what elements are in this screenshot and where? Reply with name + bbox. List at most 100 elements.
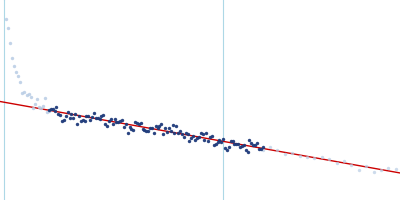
Point: [229, 139, 236, 142]
Point: [220, 137, 226, 141]
Point: [156, 125, 163, 128]
Point: [385, 167, 392, 170]
Point: [218, 140, 224, 143]
Point: [188, 136, 194, 139]
Point: [348, 163, 354, 167]
Point: [169, 123, 176, 126]
Point: [9, 56, 16, 59]
Point: [27, 96, 34, 99]
Point: [175, 132, 182, 135]
Point: [30, 106, 36, 109]
Point: [106, 119, 112, 122]
Point: [36, 105, 42, 108]
Point: [182, 131, 189, 134]
Point: [115, 121, 122, 124]
Point: [96, 118, 103, 121]
Point: [134, 122, 140, 125]
Point: [231, 143, 238, 146]
Point: [274, 148, 280, 151]
Point: [48, 108, 54, 111]
Point: [143, 129, 150, 133]
Point: [333, 162, 340, 165]
Point: [68, 112, 75, 115]
Point: [140, 127, 146, 130]
Point: [173, 124, 180, 127]
Point: [66, 117, 73, 120]
Point: [267, 145, 273, 148]
Point: [158, 122, 164, 125]
Point: [184, 133, 191, 136]
Point: [198, 132, 204, 135]
Point: [74, 122, 80, 125]
Point: [64, 110, 71, 113]
Point: [85, 114, 92, 118]
Point: [83, 114, 90, 117]
Point: [246, 139, 252, 142]
Point: [11, 64, 18, 68]
Point: [81, 120, 88, 123]
Point: [326, 157, 332, 160]
Point: [258, 148, 264, 151]
Point: [212, 142, 219, 145]
Point: [214, 140, 221, 143]
Point: [17, 81, 24, 84]
Point: [151, 132, 157, 135]
Point: [19, 92, 26, 95]
Point: [356, 168, 362, 171]
Point: [318, 156, 325, 159]
Point: [92, 117, 99, 120]
Point: [117, 119, 123, 122]
Point: [166, 127, 172, 130]
Point: [289, 152, 295, 155]
Point: [138, 121, 144, 125]
Point: [164, 130, 170, 133]
Point: [181, 135, 187, 139]
Point: [216, 138, 223, 141]
Point: [128, 128, 134, 131]
Point: [40, 104, 46, 107]
Point: [89, 115, 95, 118]
Point: [78, 120, 84, 123]
Point: [59, 120, 65, 123]
Point: [190, 135, 196, 138]
Point: [304, 155, 310, 159]
Point: [124, 131, 131, 134]
Point: [98, 114, 105, 118]
Point: [57, 114, 63, 117]
Point: [233, 143, 240, 146]
Point: [63, 115, 69, 118]
Point: [108, 117, 114, 120]
Point: [110, 122, 116, 126]
Point: [21, 90, 28, 94]
Point: [378, 169, 384, 172]
Point: [201, 139, 208, 142]
Point: [94, 116, 101, 120]
Point: [152, 125, 159, 128]
Point: [87, 119, 93, 122]
Point: [23, 93, 30, 96]
Point: [154, 126, 161, 130]
Point: [392, 168, 399, 171]
Point: [111, 117, 118, 120]
Point: [130, 128, 136, 132]
Point: [38, 106, 44, 110]
Point: [196, 136, 202, 139]
Point: [91, 112, 97, 115]
Point: [119, 119, 125, 122]
Point: [363, 164, 369, 167]
Point: [44, 110, 50, 113]
Point: [252, 143, 258, 147]
Point: [203, 131, 210, 134]
Point: [141, 128, 148, 131]
Point: [122, 122, 129, 126]
Point: [61, 118, 67, 121]
Point: [55, 113, 62, 116]
Point: [199, 133, 206, 136]
Point: [72, 112, 78, 115]
Point: [25, 92, 32, 95]
Point: [244, 151, 251, 154]
Point: [70, 117, 76, 120]
Point: [250, 143, 256, 147]
Point: [42, 97, 48, 100]
Point: [296, 154, 303, 158]
